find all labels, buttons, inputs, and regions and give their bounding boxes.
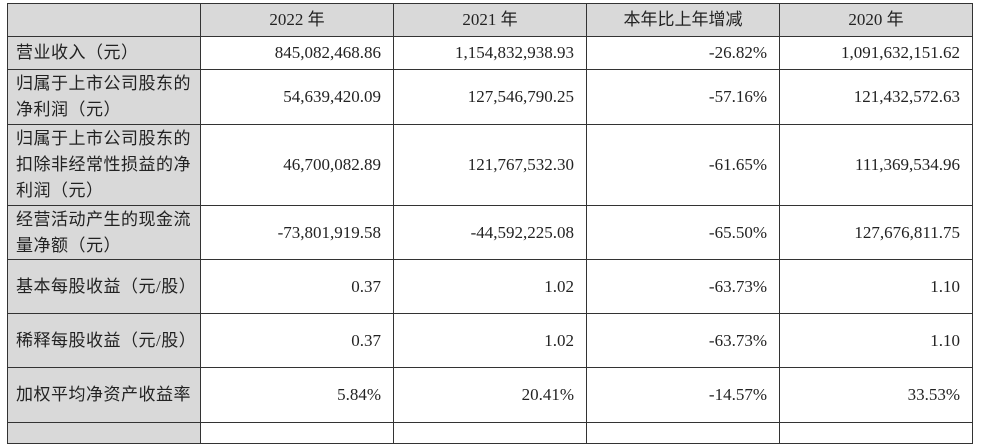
cell-2020: 111,369,534.96 bbox=[779, 124, 973, 206]
cell-2022: -73,801,919.58 bbox=[200, 205, 394, 260]
cell-2020: 33.53% bbox=[779, 367, 973, 423]
cell-2022: 0.37 bbox=[200, 259, 394, 314]
table-row: 归属于上市公司股东的扣除非经常性损益的净利润（元） 46,700,082.89 … bbox=[7, 124, 973, 206]
row-label: 营业收入（元） bbox=[7, 36, 201, 70]
cell-2021: 1.02 bbox=[393, 259, 587, 314]
cell-2022: 46,700,082.89 bbox=[200, 124, 394, 206]
row-label: 基本每股收益（元/股） bbox=[7, 259, 201, 314]
header-2022: 2022 年 bbox=[200, 3, 394, 37]
cell-empty bbox=[779, 422, 973, 444]
header-2021: 2021 年 bbox=[393, 3, 587, 37]
table-row: 营业收入（元） 845,082,468.86 1,154,832,938.93 … bbox=[7, 36, 973, 70]
cell-2020: 121,432,572.63 bbox=[779, 69, 973, 125]
cell-change: -61.65% bbox=[586, 124, 780, 206]
table-row: 加权平均净资产收益率 5.84% 20.41% -14.57% 33.53% bbox=[7, 367, 973, 423]
cell-change: -14.57% bbox=[586, 367, 780, 423]
cell-change: -63.73% bbox=[586, 259, 780, 314]
cell-2021: 20.41% bbox=[393, 367, 587, 423]
cell-2022: 5.84% bbox=[200, 367, 394, 423]
header-change: 本年比上年增减 bbox=[586, 3, 780, 37]
row-label: 归属于上市公司股东的扣除非经常性损益的净利润（元） bbox=[7, 124, 201, 206]
cell-2020: 1,091,632,151.62 bbox=[779, 36, 973, 70]
cell-empty bbox=[586, 422, 780, 444]
table-row-partial bbox=[7, 422, 973, 444]
cell-2022: 54,639,420.09 bbox=[200, 69, 394, 125]
cell-change: -26.82% bbox=[586, 36, 780, 70]
cell-2022: 0.37 bbox=[200, 313, 394, 368]
cell-empty bbox=[393, 422, 587, 444]
cell-2020: 1.10 bbox=[779, 259, 973, 314]
header-label bbox=[7, 3, 201, 37]
cell-change: -65.50% bbox=[586, 205, 780, 260]
cell-2020: 127,676,811.75 bbox=[779, 205, 973, 260]
cell-empty bbox=[200, 422, 394, 444]
header-row: 2022 年 2021 年 本年比上年增减 2020 年 bbox=[7, 3, 973, 37]
table-row: 基本每股收益（元/股） 0.37 1.02 -63.73% 1.10 bbox=[7, 259, 973, 314]
cell-2021: -44,592,225.08 bbox=[393, 205, 587, 260]
cell-2021: 1.02 bbox=[393, 313, 587, 368]
row-label: 稀释每股收益（元/股） bbox=[7, 313, 201, 368]
financial-summary-table: 2022 年 2021 年 本年比上年增减 2020 年 营业收入（元） 845… bbox=[7, 3, 973, 444]
cell-change: -57.16% bbox=[586, 69, 780, 125]
cell-change: -63.73% bbox=[586, 313, 780, 368]
cell-2020: 1.10 bbox=[779, 313, 973, 368]
table-row: 归属于上市公司股东的净利润（元） 54,639,420.09 127,546,7… bbox=[7, 69, 973, 125]
table-row: 经营活动产生的现金流量净额（元） -73,801,919.58 -44,592,… bbox=[7, 205, 973, 260]
row-label: 加权平均净资产收益率 bbox=[7, 367, 201, 423]
row-label-empty bbox=[7, 422, 201, 444]
row-label: 归属于上市公司股东的净利润（元） bbox=[7, 69, 201, 125]
header-2020: 2020 年 bbox=[779, 3, 973, 37]
cell-2021: 1,154,832,938.93 bbox=[393, 36, 587, 70]
cell-2022: 845,082,468.86 bbox=[200, 36, 394, 70]
table-row: 稀释每股收益（元/股） 0.37 1.02 -63.73% 1.10 bbox=[7, 313, 973, 368]
cell-2021: 121,767,532.30 bbox=[393, 124, 587, 206]
cell-2021: 127,546,790.25 bbox=[393, 69, 587, 125]
row-label: 经营活动产生的现金流量净额（元） bbox=[7, 205, 201, 260]
